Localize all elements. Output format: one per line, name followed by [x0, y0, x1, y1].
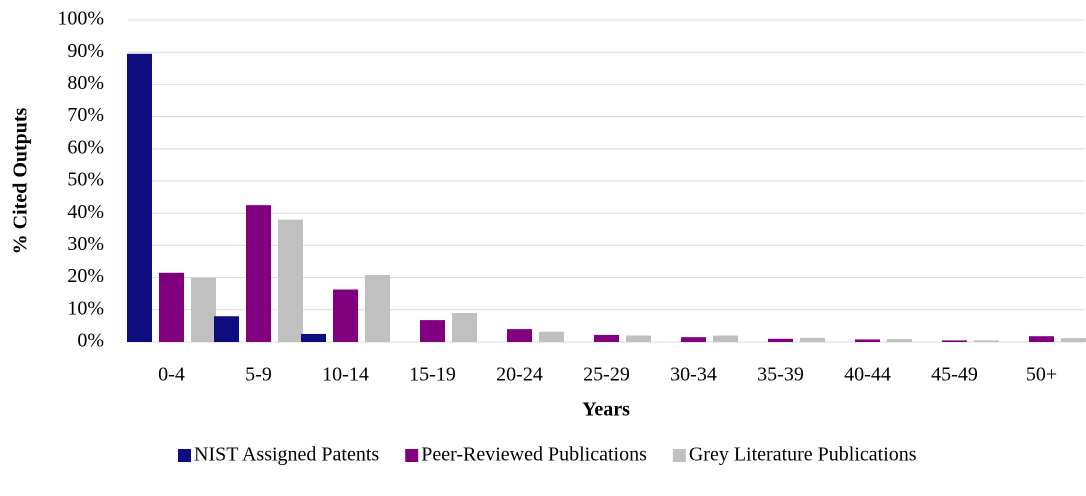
bar	[539, 331, 564, 342]
bar	[800, 337, 825, 342]
bar	[159, 272, 184, 342]
y-tick-label: 0%	[77, 330, 104, 352]
bar	[855, 339, 880, 342]
x-tick-label: 50+	[1026, 364, 1057, 386]
x-tick-label: 25-29	[583, 364, 630, 386]
bar	[333, 289, 358, 342]
y-axis-label: % Cited Outputs	[10, 107, 32, 254]
legend-swatch	[178, 449, 191, 462]
bar	[452, 313, 477, 342]
x-tick-label: 40-44	[844, 364, 891, 386]
bar	[214, 316, 239, 342]
bar	[507, 329, 532, 342]
bar	[974, 340, 999, 342]
bar	[594, 334, 619, 342]
y-tick-label: 50%	[67, 169, 104, 191]
bar	[365, 275, 390, 342]
y-tick-label: 40%	[67, 201, 104, 223]
y-tick-label: 80%	[67, 72, 104, 94]
legend-swatch	[672, 449, 686, 462]
legend-label: NIST Assigned Patents	[194, 444, 379, 466]
x-tick-label: 0-4	[158, 364, 185, 386]
bar	[1029, 336, 1054, 342]
x-tick-label: 15-19	[409, 364, 456, 386]
bar	[127, 53, 152, 343]
legend-label: Peer-Reviewed Publications	[421, 444, 647, 466]
x-tick-label: 10-14	[322, 364, 369, 386]
bar	[420, 320, 445, 342]
x-tick-label: 45-49	[931, 364, 978, 386]
x-axis-label: Years	[582, 399, 630, 421]
bar	[191, 277, 216, 342]
y-tick-label: 100%	[57, 8, 104, 30]
y-tick-label: 60%	[67, 136, 104, 158]
y-tick-label: 90%	[67, 40, 104, 62]
bar	[768, 338, 793, 342]
x-tick-label: 35-39	[757, 364, 804, 386]
bar	[246, 205, 271, 342]
legend-swatch	[405, 449, 419, 462]
x-tick-label: 30-34	[670, 364, 717, 386]
bar	[713, 335, 738, 342]
y-tick-label: 30%	[67, 233, 104, 255]
x-tick-label: 5-9	[245, 364, 272, 386]
y-tick-label: 70%	[67, 104, 104, 126]
bar	[887, 339, 912, 342]
bar	[681, 337, 706, 342]
bar	[1061, 338, 1086, 342]
legend-label: Grey Literature Publications	[689, 444, 917, 466]
bar	[626, 335, 651, 342]
y-tick-label: 20%	[67, 265, 104, 287]
y-tick-label: 10%	[67, 297, 104, 319]
bar	[942, 340, 967, 342]
bar	[301, 333, 326, 342]
x-tick-label: 20-24	[496, 364, 543, 386]
bar	[278, 219, 303, 342]
